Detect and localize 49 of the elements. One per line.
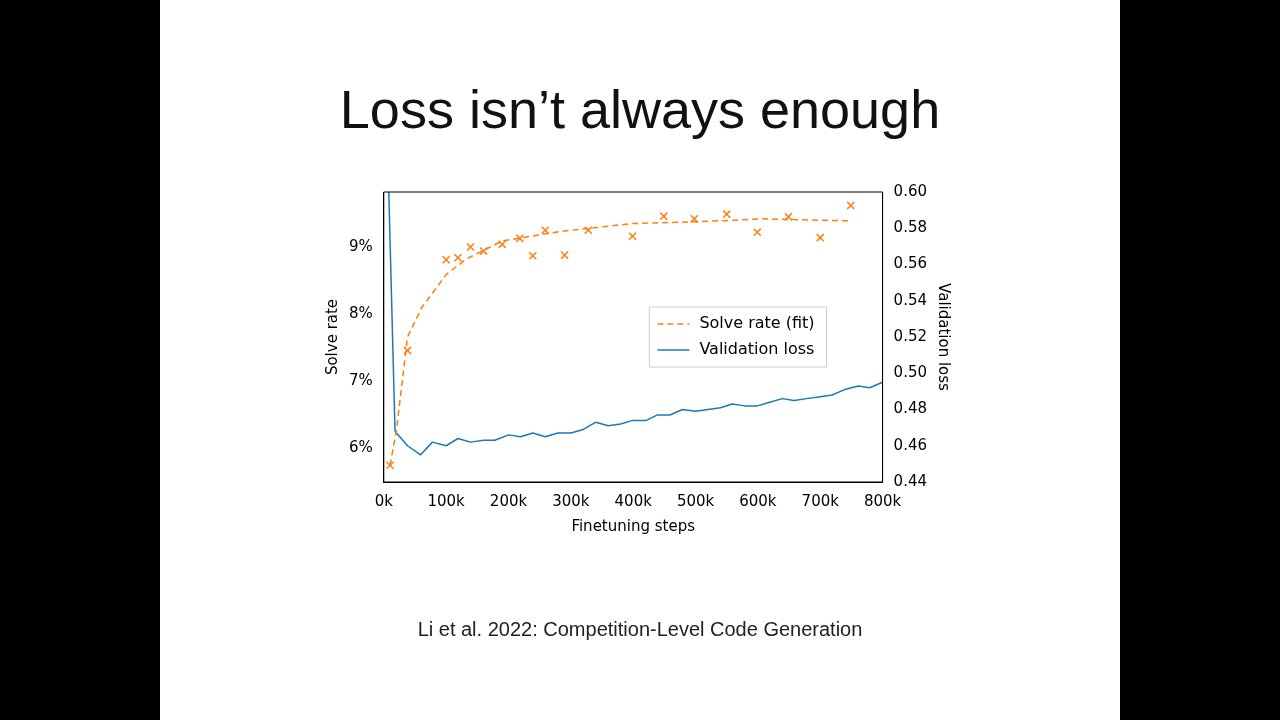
- y2-tick-label: 0.52: [893, 326, 928, 345]
- point: [722, 209, 732, 219]
- point: [497, 240, 507, 249]
- y2-tick-label: 0.48: [893, 399, 928, 418]
- text: Li et al. 2022: Competition-Level Code Generation: [416, 618, 864, 641]
- x-tick-label: 800k: [863, 491, 902, 510]
- x-tick-label: 200k: [489, 491, 528, 510]
- y2-tick-label: 0.58: [893, 218, 928, 237]
- point: [784, 212, 793, 222]
- y-tick-label: 7%: [349, 371, 373, 390]
- point: [541, 225, 550, 235]
- legend-label: Solve rate (fit): [699, 313, 815, 333]
- y2-tick-label: 0.44: [893, 471, 928, 490]
- point: [441, 255, 451, 265]
- point: [815, 233, 825, 242]
- y-tick-label: 9%: [349, 236, 373, 255]
- y2-tick-label: 0.46: [893, 435, 928, 454]
- x-tick-label: 0k: [374, 491, 394, 510]
- x-tick-label: 100k: [427, 491, 466, 510]
- y-tick-label: 6%: [349, 438, 373, 457]
- point: [466, 242, 475, 252]
- x-tick-label: 600k: [739, 491, 777, 510]
- point: [846, 201, 856, 210]
- y2-axis-title: Validation loss: [935, 283, 954, 392]
- y-axis-title: Solve rate: [322, 298, 341, 376]
- x-tick-label: 400k: [614, 491, 653, 510]
- point: [690, 214, 699, 224]
- point: [659, 211, 669, 221]
- point: [479, 246, 488, 256]
- x-tick-label: 300k: [552, 491, 590, 510]
- y2-tick-label: 0.56: [893, 254, 928, 273]
- chart-title: Loss isn’t always enough: [338, 78, 942, 140]
- point: [515, 234, 525, 243]
- x-axis-title: Finetuning steps: [571, 516, 696, 535]
- point: [752, 227, 762, 237]
- y2-tick-label: 0.60: [893, 181, 928, 200]
- x-tick-label: 700k: [801, 491, 840, 510]
- point: [528, 251, 538, 261]
- legend-label: Validation loss: [699, 339, 815, 359]
- point: [453, 253, 463, 263]
- point: [560, 250, 569, 260]
- point: [628, 232, 637, 241]
- point: [385, 460, 395, 470]
- point: [584, 225, 593, 235]
- y-tick-label: 8%: [349, 304, 373, 323]
- y2-tick-label: 0.54: [893, 290, 928, 309]
- y2-tick-label: 0.50: [893, 363, 928, 382]
- x-tick-label: 500k: [676, 491, 715, 510]
- point: [403, 346, 412, 355]
